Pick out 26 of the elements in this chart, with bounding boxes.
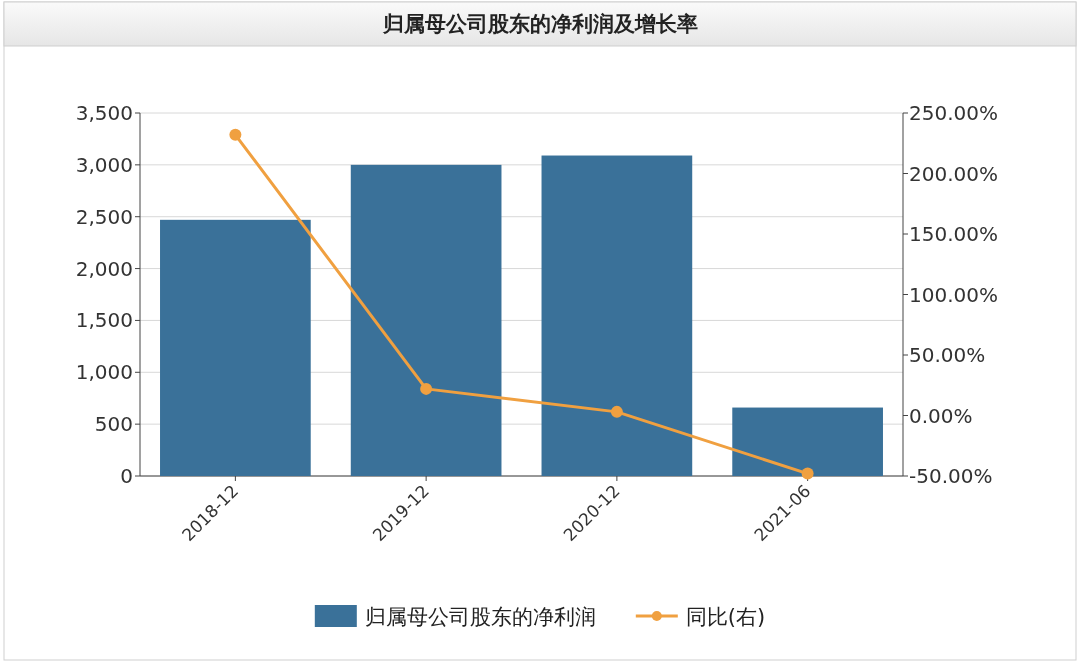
y-tick-label: 1,500 — [75, 308, 133, 333]
point — [610, 405, 623, 418]
bar — [350, 164, 502, 476]
y-tick-label: 0 — [120, 464, 133, 488]
chart-title: 归属母公司股东的净利润及增长率 — [381, 12, 698, 36]
y-tick-label: 3,000 — [75, 152, 133, 177]
y-tick-label: 2,000 — [75, 256, 133, 281]
legend-label: 同比(右) — [685, 605, 766, 629]
y-tick-label: 500 — [94, 412, 133, 437]
point — [420, 382, 433, 395]
y2-tick-label: 150.00% — [909, 222, 998, 246]
point — [229, 128, 242, 141]
point — [801, 467, 814, 480]
bar — [541, 155, 693, 476]
y-tick-label: 1,000 — [75, 360, 133, 385]
y2-tick-label: -50.00% — [909, 464, 993, 488]
legend-label: 归属母公司股东的净利润 — [364, 605, 596, 629]
y-tick-label: 2,500 — [75, 204, 133, 229]
y2-tick-label: 250.00% — [909, 101, 998, 125]
y2-tick-label: 50.00% — [909, 343, 986, 367]
y2-tick-label: 100.00% — [909, 282, 998, 307]
y2-tick-label: 200.00% — [909, 161, 998, 186]
bar — [160, 219, 311, 476]
bar — [732, 407, 883, 476]
y2-tick-label: 0.00% — [909, 403, 973, 428]
y-tick-label: 3,500 — [75, 101, 133, 125]
